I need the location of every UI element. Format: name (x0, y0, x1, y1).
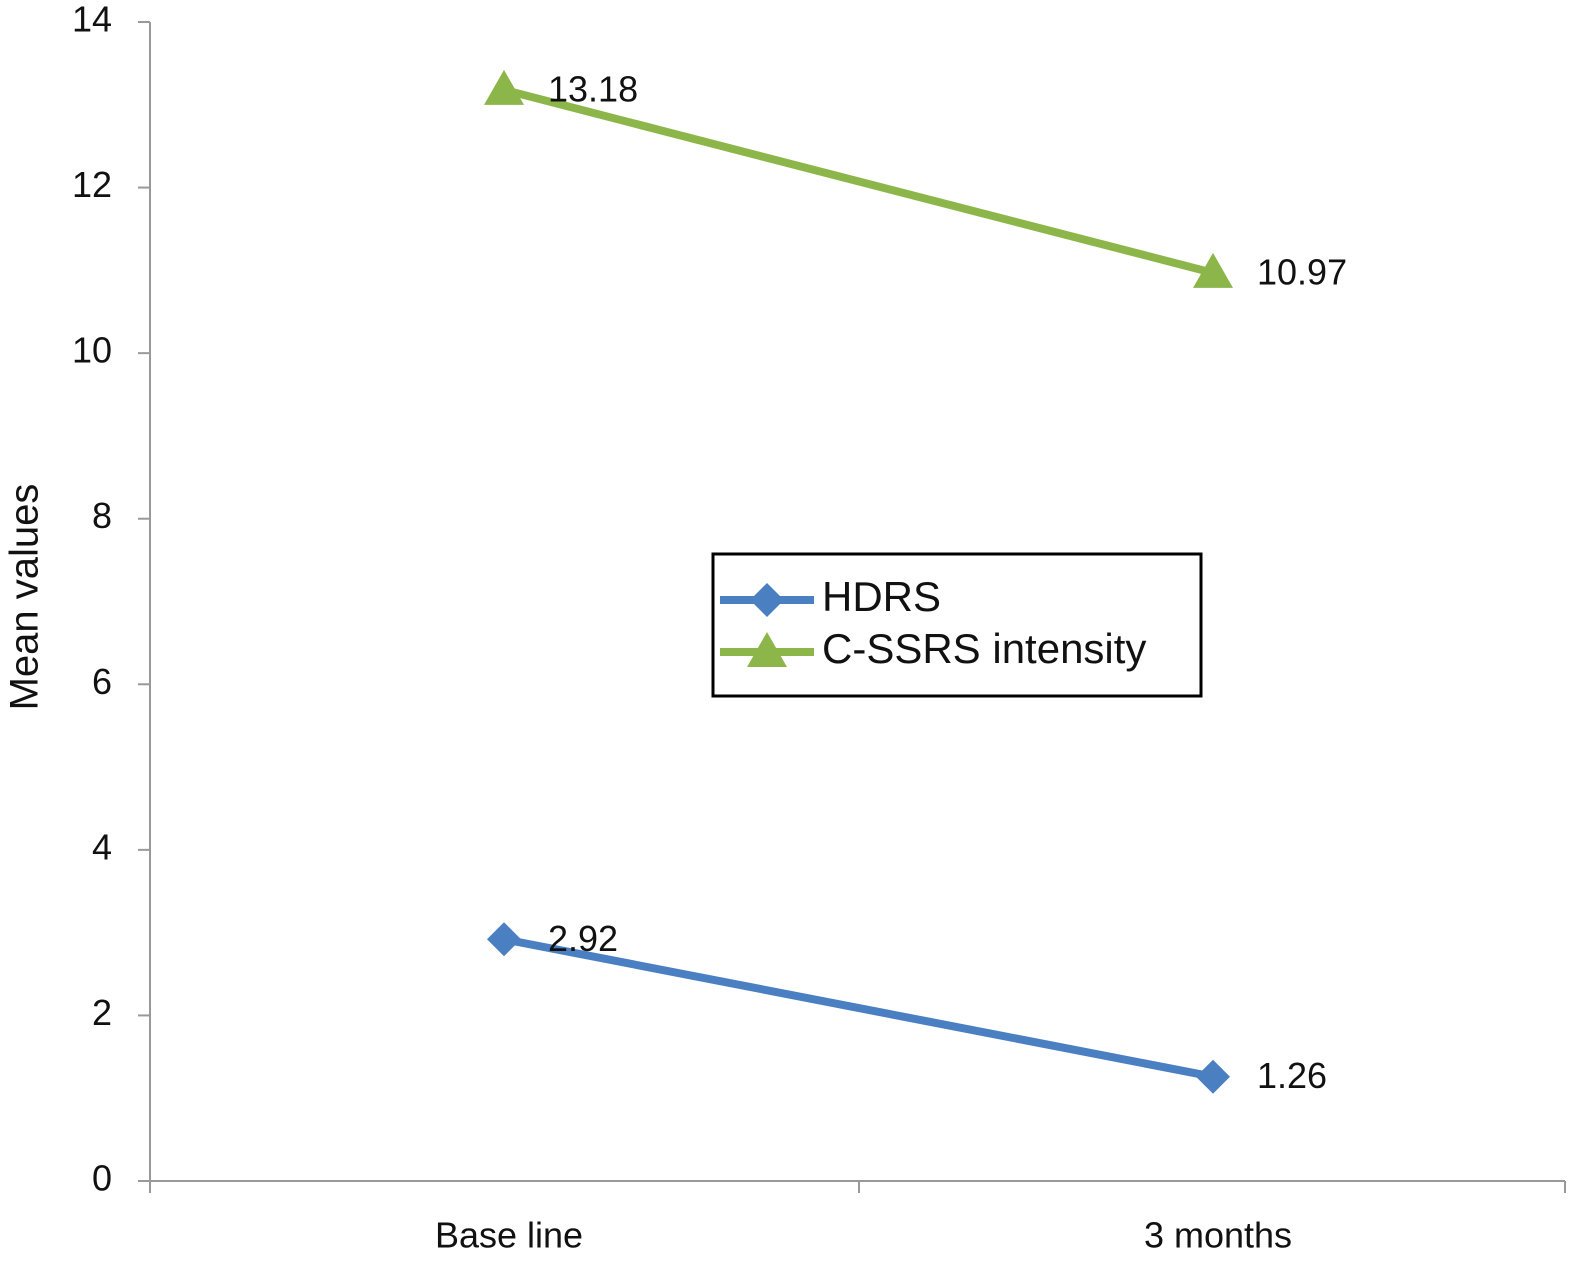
series-line (503, 935, 1214, 1081)
y-axis-label: Mean values (3, 484, 47, 711)
marker (487, 922, 521, 957)
legend-label: C-SSRS intensity (822, 625, 1146, 672)
legend: HDRS C-SSRS intensity (711, 552, 1203, 698)
legend-marker (747, 632, 787, 667)
data-label: 10.97 (1257, 251, 1347, 292)
series-line (503, 86, 1214, 277)
legend-marker (750, 583, 784, 617)
x-tick-label: Base line (435, 1215, 583, 1256)
legend-label: HDRS (822, 573, 941, 620)
y-tick-label: 10 (72, 330, 112, 371)
data-label: 13.18 (548, 68, 638, 109)
marker (484, 69, 524, 105)
x-tick-label: 3 months (1144, 1215, 1292, 1256)
data-label: 2.92 (548, 918, 618, 959)
y-tick-label: 8 (92, 495, 112, 536)
y-tick-label: 6 (92, 661, 112, 702)
marker (1196, 1059, 1230, 1094)
y-tick-label: 14 (72, 0, 112, 40)
marker (1193, 252, 1233, 288)
y-tick-label: 0 (92, 1158, 112, 1199)
y-tick-label: 2 (92, 992, 112, 1033)
data-label: 1.26 (1257, 1055, 1327, 1096)
legend-box (711, 552, 1203, 698)
y-tick-label: 4 (92, 826, 112, 867)
y-tick-label: 12 (72, 164, 112, 205)
